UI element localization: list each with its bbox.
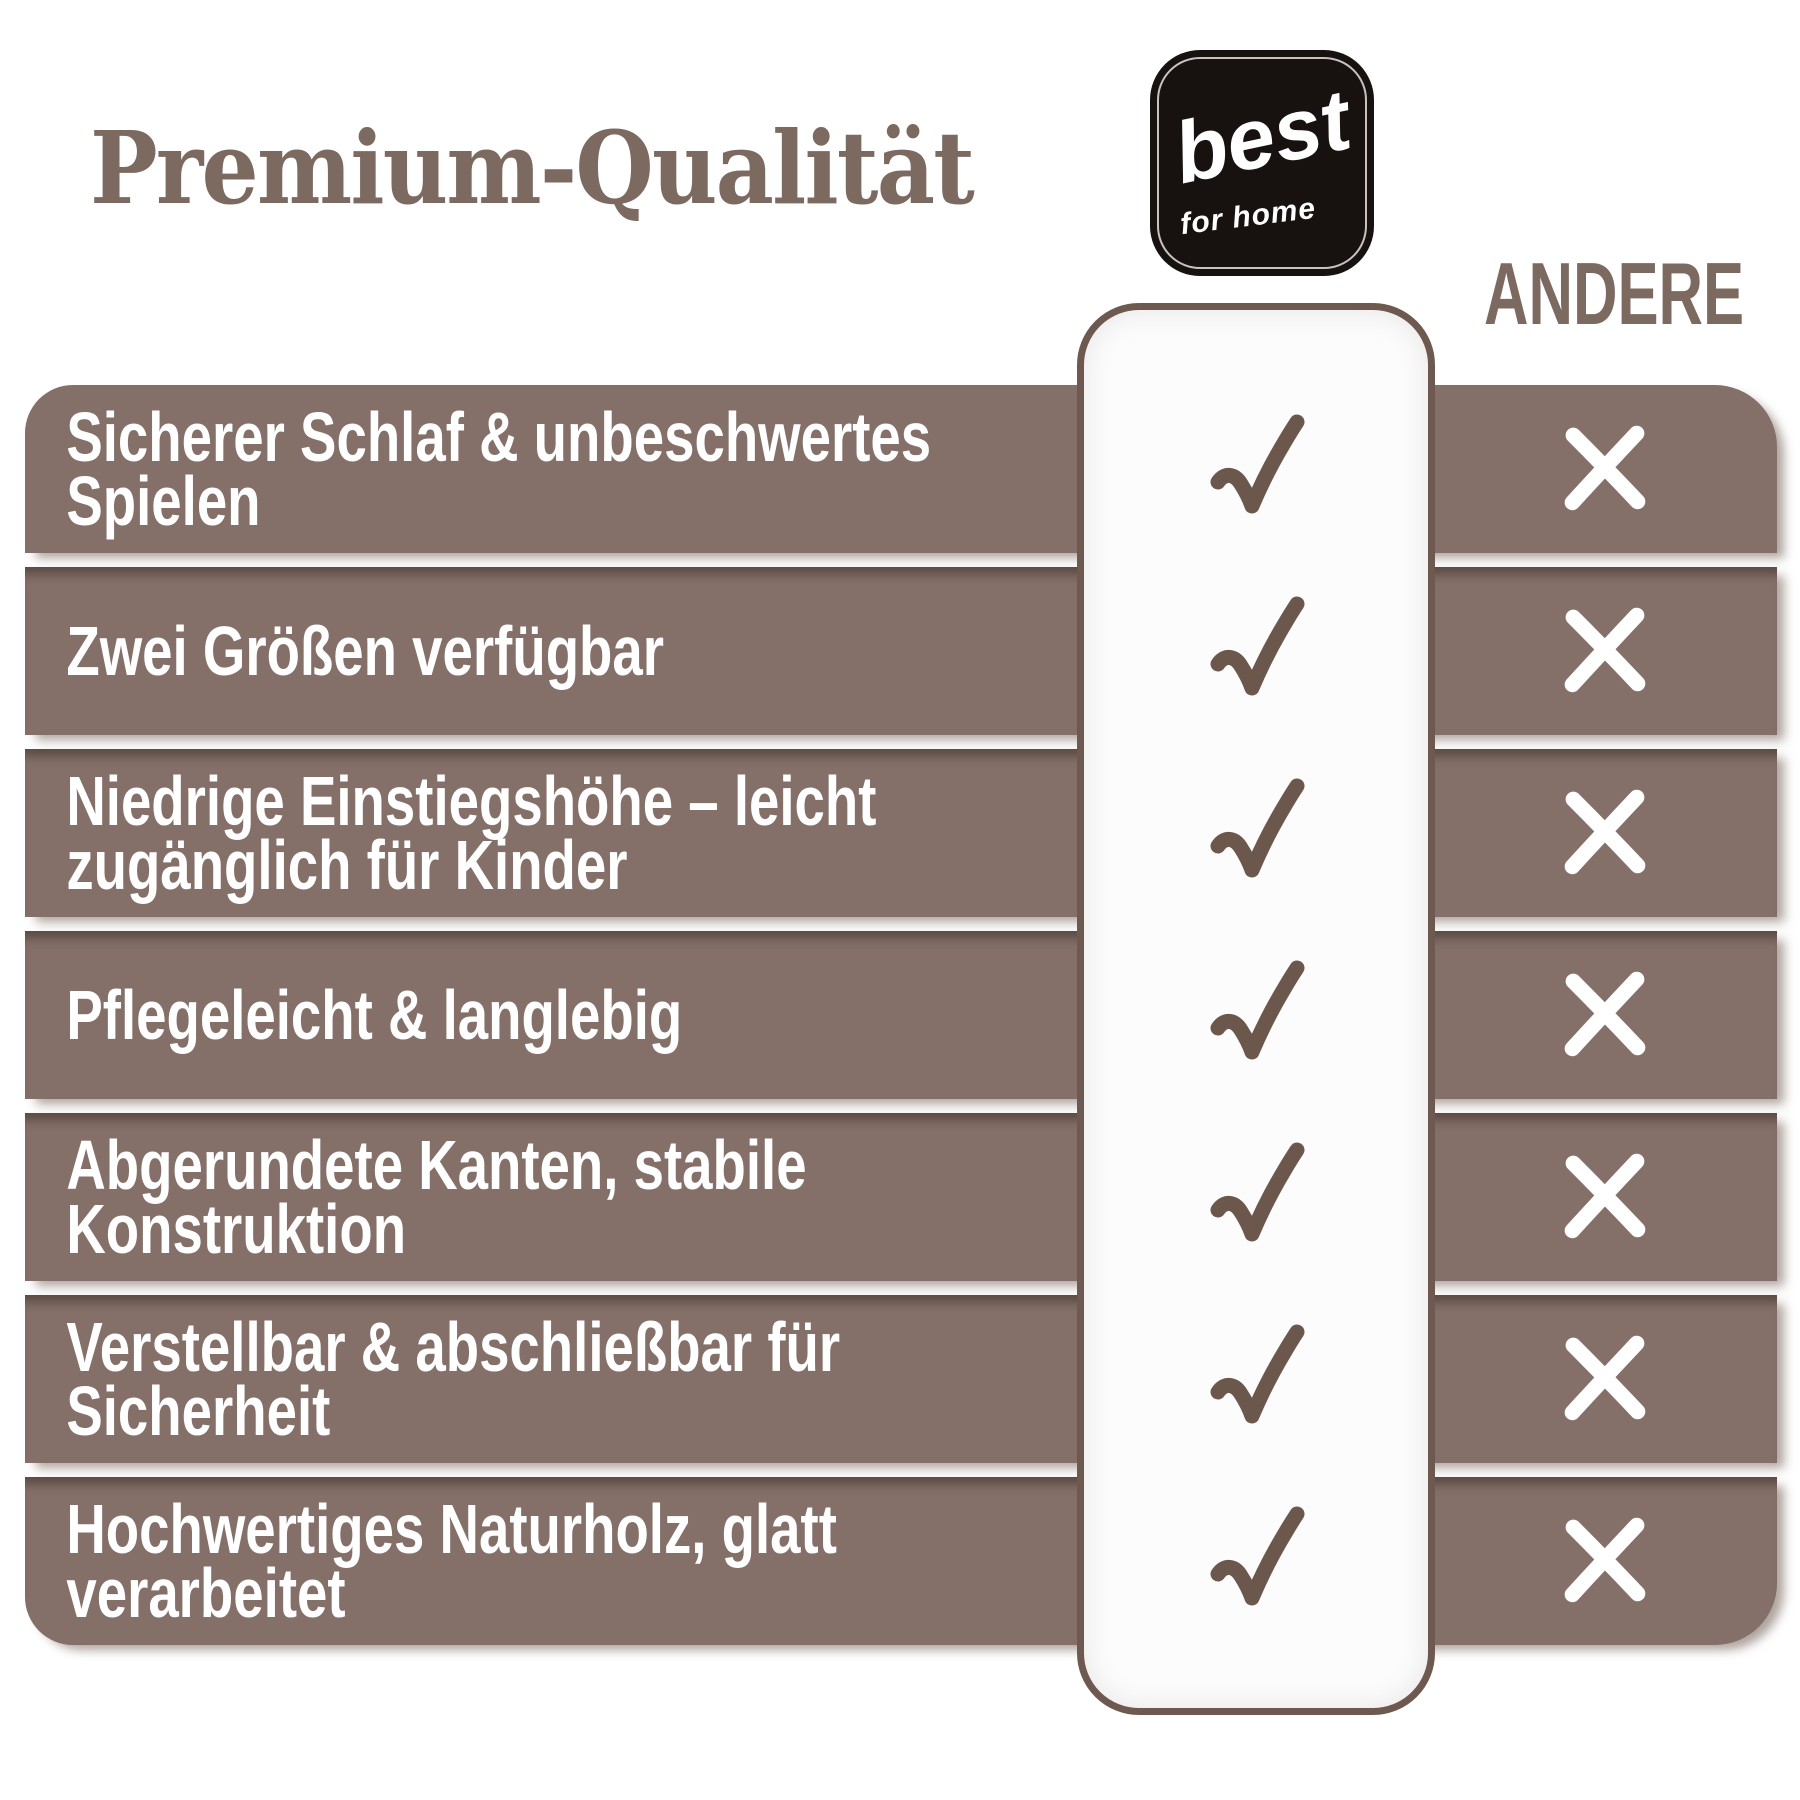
table-row: Sicherer Schlaf & unbeschwertes Spielen <box>25 385 1777 553</box>
table-row: Abgerundete Kanten, stabile Konstruktion <box>25 1113 1777 1281</box>
cross-icon <box>1557 965 1653 1061</box>
cross-icon <box>1557 783 1653 879</box>
feature-label: Zwei Größen verfügbar <box>25 612 665 690</box>
table-row: Verstellbar & abschließbar für Sicherheit <box>25 1295 1777 1463</box>
check-icon <box>1206 957 1306 1065</box>
feature-label-line: Pflegeleicht & langlebig <box>66 976 683 1054</box>
feature-label-line: Konstruktion <box>66 1190 407 1268</box>
cross-icon <box>1557 1329 1653 1425</box>
feature-label-line: Spielen <box>66 462 261 540</box>
feature-label-line: Sicherheit <box>66 1372 331 1450</box>
table-row: Hochwertiges Naturholz, glatt verarbeitet <box>25 1477 1777 1645</box>
cross-icon <box>1557 1511 1653 1607</box>
feature-label: Pflegeleicht & langlebig <box>25 976 683 1054</box>
check-icon <box>1206 1321 1306 1429</box>
feature-label-line: Zwei Größen verfügbar <box>66 612 665 690</box>
cross-icon <box>1557 601 1653 697</box>
brand-logo: best for home <box>1150 50 1374 276</box>
page-title: Premium-Qualität <box>90 109 975 227</box>
feature-label-line: Verstellbar & abschließbar für <box>66 1308 841 1386</box>
check-icon <box>1206 1503 1306 1611</box>
table-row: Pflegeleicht & langlebig <box>25 931 1777 1099</box>
check-icon <box>1206 593 1306 701</box>
brand-column-highlight <box>1077 303 1435 1715</box>
check-icon <box>1206 1139 1306 1247</box>
feature-label-line: verarbeitet <box>66 1554 346 1632</box>
cross-icon <box>1557 1147 1653 1243</box>
feature-label: Sicherer Schlaf & unbeschwertes Spielen <box>25 398 932 540</box>
table-row: Zwei Größen verfügbar <box>25 567 1777 735</box>
feature-label: Verstellbar & abschließbar für Sicherheit <box>25 1308 841 1450</box>
check-icon <box>1206 775 1306 883</box>
competitor-header: ANDERE <box>1484 244 1745 343</box>
feature-label: Niedrige Einstiegshöhe – leicht zugänglic… <box>25 762 877 904</box>
feature-label: Abgerundete Kanten, stabile Konstruktion <box>25 1126 807 1268</box>
feature-label-line: Niedrige Einstiegshöhe – leicht <box>66 762 877 840</box>
feature-label-line: zugänglich für Kinder <box>66 826 628 904</box>
brand-logo-frame <box>1157 57 1367 269</box>
feature-label-line: Sicherer Schlaf & unbeschwertes <box>66 398 932 476</box>
feature-label-line: Hochwertiges Naturholz, glatt <box>66 1490 837 1568</box>
feature-label-line: Abgerundete Kanten, stabile <box>66 1126 807 1204</box>
check-icon <box>1206 411 1306 519</box>
table-row: Niedrige Einstiegshöhe – leicht zugänglic… <box>25 749 1777 917</box>
feature-label: Hochwertiges Naturholz, glatt verarbeitet <box>25 1490 837 1632</box>
cross-icon <box>1557 419 1653 515</box>
